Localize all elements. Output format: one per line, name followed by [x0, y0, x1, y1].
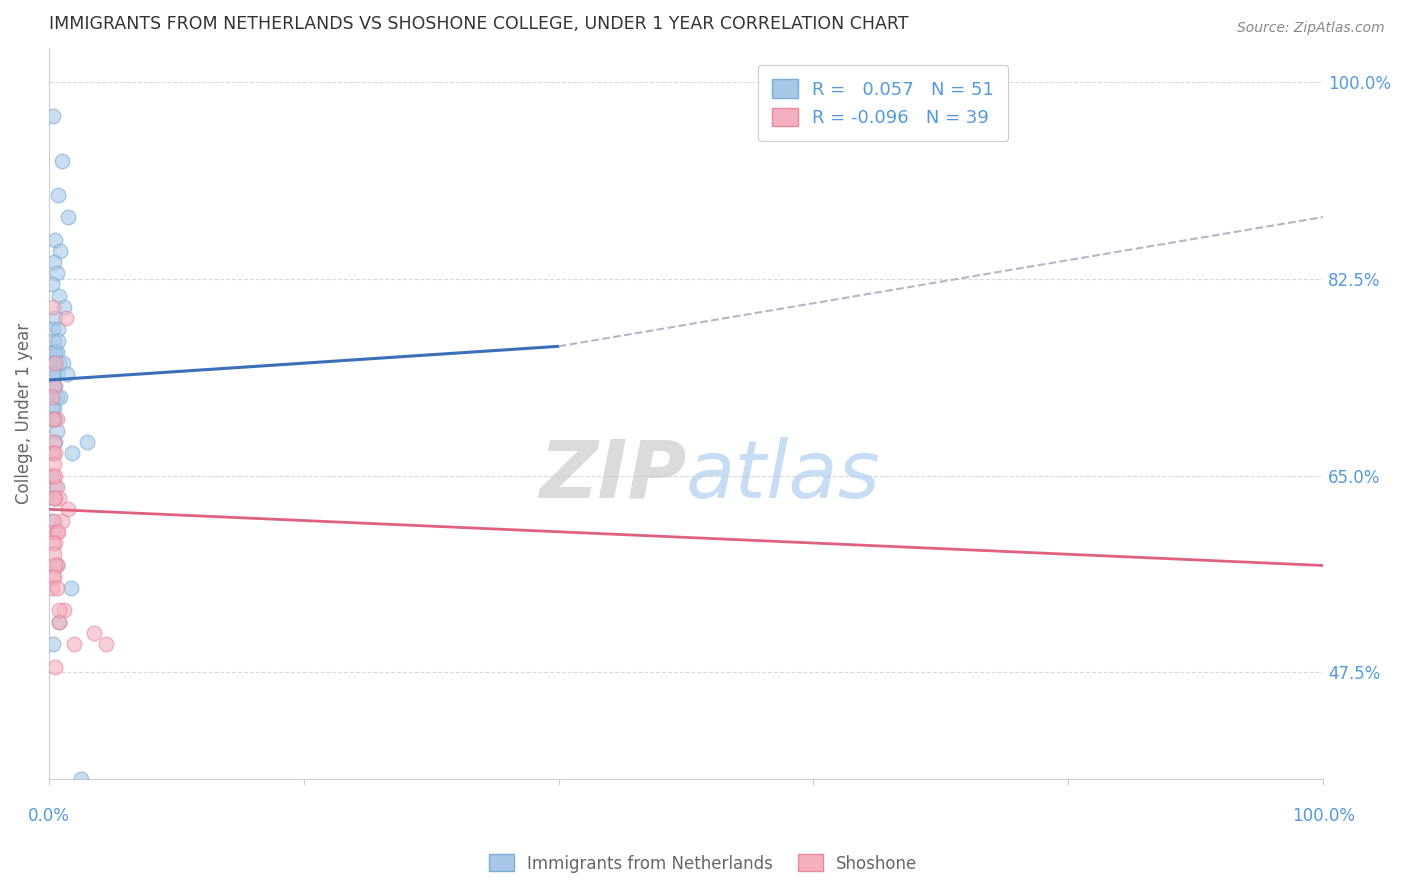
Point [56, 502, 79, 516]
Point [44, 233, 66, 247]
Point [42, 334, 65, 348]
Point [60, 446, 83, 460]
Point [42, 322, 65, 336]
Point [56, 210, 79, 224]
Text: 0.0%: 0.0% [28, 807, 70, 825]
Point [59, 581, 82, 595]
Point [42, 109, 65, 123]
Point [45, 390, 67, 404]
Point [53, 603, 76, 617]
Point [42, 412, 65, 426]
Point [42, 547, 65, 561]
Point [45, 558, 67, 573]
Point [42, 356, 65, 370]
Point [42, 524, 65, 539]
Point [96, 637, 118, 651]
Point [69, 772, 91, 786]
Point [42, 412, 65, 426]
Point [42, 468, 65, 483]
Point [53, 300, 76, 314]
Point [51, 514, 73, 528]
Point [45, 581, 67, 595]
Point [42, 378, 65, 392]
Point [48, 289, 70, 303]
Point [44, 446, 66, 460]
Point [41, 514, 63, 528]
Legend: Immigrants from Netherlands, Shoshone: Immigrants from Netherlands, Shoshone [482, 847, 924, 880]
Point [42, 458, 65, 472]
Point [44, 558, 66, 573]
Point [42, 401, 65, 416]
Point [46, 334, 69, 348]
Point [42, 390, 65, 404]
Text: IMMIGRANTS FROM NETHERLANDS VS SHOSHONE COLLEGE, UNDER 1 YEAR CORRELATION CHART: IMMIGRANTS FROM NETHERLANDS VS SHOSHONE … [49, 15, 908, 33]
Point [46, 322, 69, 336]
Point [42, 570, 65, 584]
Point [41, 581, 63, 595]
Text: 100.0%: 100.0% [1292, 807, 1354, 825]
Point [46, 187, 69, 202]
Point [46, 524, 69, 539]
Point [49, 390, 72, 404]
Point [45, 480, 67, 494]
Point [42, 378, 65, 392]
Point [52, 356, 75, 370]
Point [42, 446, 65, 460]
Legend: R =   0.057   N = 51, R = -0.096   N = 39: R = 0.057 N = 51, R = -0.096 N = 39 [758, 65, 1008, 142]
Point [45, 424, 67, 438]
Text: ZIP: ZIP [538, 436, 686, 515]
Point [41, 345, 63, 359]
Point [42, 300, 65, 314]
Point [44, 434, 66, 449]
Point [45, 345, 67, 359]
Point [48, 491, 70, 505]
Point [42, 356, 65, 370]
Point [45, 368, 67, 382]
Point [56, 368, 79, 382]
Point [49, 244, 72, 258]
Point [45, 558, 67, 573]
Point [44, 412, 66, 426]
Y-axis label: College, Under 1 year: College, Under 1 year [15, 323, 32, 504]
Point [44, 536, 66, 550]
Point [41, 401, 63, 416]
Point [44, 311, 66, 326]
Point [41, 368, 63, 382]
Point [41, 390, 63, 404]
Text: Source: ZipAtlas.com: Source: ZipAtlas.com [1237, 21, 1385, 35]
Point [48, 615, 70, 629]
Point [42, 368, 65, 382]
Point [44, 345, 66, 359]
Point [55, 311, 77, 326]
Point [44, 659, 66, 673]
Point [48, 603, 70, 617]
Point [44, 480, 66, 494]
Point [42, 468, 65, 483]
Point [42, 434, 65, 449]
Point [44, 491, 66, 505]
Point [44, 468, 66, 483]
Point [42, 536, 65, 550]
Point [83, 626, 105, 640]
Point [42, 570, 65, 584]
Point [42, 637, 65, 651]
Point [45, 266, 67, 280]
Point [48, 356, 70, 370]
Point [42, 514, 65, 528]
Point [76, 434, 98, 449]
Point [42, 255, 65, 269]
Point [45, 524, 67, 539]
Point [44, 378, 66, 392]
Point [42, 412, 65, 426]
Point [45, 412, 67, 426]
Point [42, 491, 65, 505]
Text: atlas: atlas [686, 436, 880, 515]
Point [63, 637, 86, 651]
Point [42, 491, 65, 505]
Point [48, 615, 70, 629]
Point [44, 356, 66, 370]
Point [42, 446, 65, 460]
Point [51, 153, 73, 168]
Point [41, 277, 63, 292]
